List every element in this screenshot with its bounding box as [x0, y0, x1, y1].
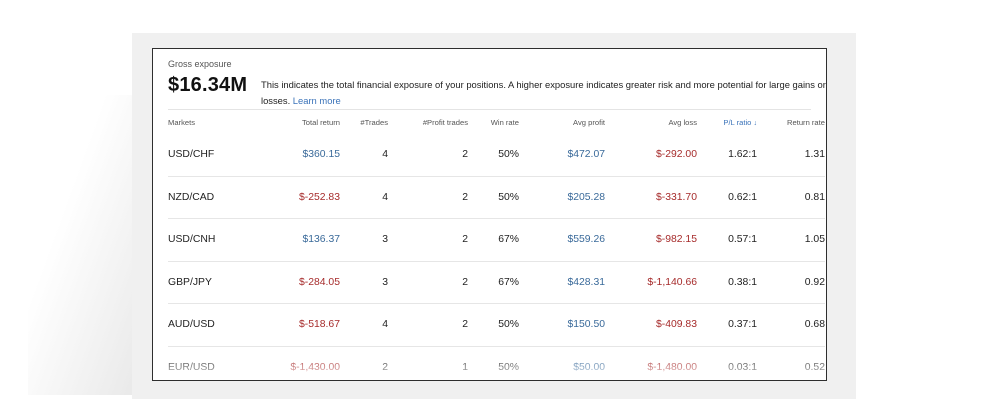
cell-win-rate: 50%	[468, 303, 519, 346]
cell-profit-trades: 2	[388, 303, 468, 346]
gross-exposure-label: Gross exposure	[168, 59, 232, 69]
column-header-win-rate[interactable]: Win rate	[490, 117, 519, 127]
cell-avg-profit: $428.31	[519, 260, 605, 304]
cell-avg-loss: $-409.83	[605, 303, 697, 346]
cell-market: NZD/CAD	[168, 175, 256, 219]
table-row[interactable]: NZD/CAD $-252.83 4 2 50% $205.28 $-331.7…	[168, 175, 825, 219]
cell-total-return: $-252.83	[256, 175, 340, 219]
cell-profit-trades: 2	[388, 260, 468, 304]
cell-pl-ratio: 1.62:1	[728, 149, 757, 161]
cell-return-rate: 0.52	[757, 345, 825, 380]
cell-trades: 4	[382, 149, 388, 161]
table-row[interactable]: AUD/USD $-518.67 4 2 50% $150.50 $-409.8…	[168, 303, 825, 346]
learn-more-link[interactable]: Learn more	[292, 95, 341, 106]
cell-market: AUD/USD	[168, 303, 256, 346]
cell-market: USD/CNH	[168, 218, 256, 261]
cell-trades: 3	[340, 260, 388, 304]
cell-win-rate: 50%	[468, 345, 519, 380]
cell-total-return: $-284.05	[256, 260, 340, 304]
cell-avg-profit: $205.28	[519, 175, 605, 219]
cell-total-return: $136.37	[256, 218, 340, 261]
cell-avg-loss: $-982.15	[605, 218, 697, 261]
cell-market: EUR/USD	[168, 345, 256, 380]
column-header-pl-ratio[interactable]: P/L ratio ↓	[697, 110, 757, 134]
cell-avg-profit: $559.26	[519, 218, 605, 261]
cell-return-rate: 1.05	[757, 218, 825, 261]
cell-trades: 4	[340, 303, 388, 346]
cell-return-rate: 0.81	[757, 175, 825, 219]
cell-avg-loss: $-1,140.66	[605, 260, 697, 304]
cell-pl-ratio: 0.38:1	[697, 260, 757, 304]
table-row[interactable]: USD/CHF $360.15 4 2 50% $472.07 $-292.00…	[168, 134, 825, 176]
cell-return-rate: 0.92	[757, 260, 825, 304]
cell-profit-trades: 2	[388, 175, 468, 219]
cell-pl-ratio: 0.57:1	[697, 218, 757, 261]
cell-pl-ratio: 0.62:1	[697, 175, 757, 219]
column-header-trades[interactable]: #Trades	[360, 117, 388, 127]
cell-pl-ratio: 0.37:1	[697, 303, 757, 346]
cell-total-return: $360.15	[302, 149, 340, 161]
cell-win-rate: 50%	[498, 149, 519, 161]
markets-table: Markets Total return #Trades #Profit tra…	[168, 110, 825, 380]
cell-avg-profit: $472.07	[567, 149, 605, 161]
cell-trades: 3	[340, 218, 388, 261]
cell-avg-profit: $50.00	[519, 345, 605, 380]
cell-avg-profit: $150.50	[519, 303, 605, 346]
divider	[168, 109, 811, 110]
column-header-return-rate[interactable]: Return rate	[787, 117, 825, 127]
table-row[interactable]: EUR/USD $-1,430.00 2 1 50% $50.00 $-1,48…	[168, 345, 825, 380]
description-text: This indicates the total financial expos…	[261, 79, 826, 106]
cell-total-return: $-1,430.00	[256, 345, 340, 380]
cell-win-rate: 67%	[468, 260, 519, 304]
cell-pl-ratio: 0.03:1	[697, 345, 757, 380]
cell-total-return: $-518.67	[256, 303, 340, 346]
cell-avg-loss: $-331.70	[605, 175, 697, 219]
cell-avg-loss: $-1,480.00	[605, 345, 697, 380]
exposure-panel: Gross exposure $16.34M This indicates th…	[152, 48, 827, 381]
table-row[interactable]: GBP/JPY $-284.05 3 2 67% $428.31 $-1,140…	[168, 260, 825, 304]
cell-return-rate: 1.31	[804, 149, 825, 161]
sort-desc-icon: ↓	[753, 119, 758, 127]
cell-profit-trades: 2	[388, 218, 468, 261]
cell-market: GBP/JPY	[168, 260, 256, 304]
cell-return-rate: 0.68	[757, 303, 825, 346]
cell-profit-trades: 2	[462, 149, 468, 161]
table-row[interactable]: USD/CNH $136.37 3 2 67% $559.26 $-982.15…	[168, 218, 825, 261]
exposure-summary: Gross exposure $16.34M This indicates th…	[168, 59, 826, 111]
column-header-profit-trades[interactable]: #Profit trades	[422, 117, 468, 127]
gross-exposure-description: This indicates the total financial expos…	[261, 77, 826, 109]
cell-market: USD/CHF	[168, 149, 215, 161]
pl-ratio-label: P/L ratio	[723, 117, 752, 127]
cell-trades: 2	[340, 345, 388, 380]
cell-avg-loss: $-292.00	[655, 149, 697, 161]
gross-exposure-value: $16.34M	[168, 74, 248, 96]
column-header-markets[interactable]: Markets	[168, 117, 196, 127]
column-header-total-return[interactable]: Total return	[302, 117, 340, 127]
cell-profit-trades: 1	[388, 345, 468, 380]
table-header-row: Markets Total return #Trades #Profit tra…	[168, 110, 825, 134]
column-header-avg-profit[interactable]: Avg profit	[573, 117, 605, 127]
cell-win-rate: 50%	[468, 175, 519, 219]
backdrop-shadow	[28, 95, 138, 395]
cell-trades: 4	[340, 175, 388, 219]
cell-win-rate: 67%	[468, 218, 519, 261]
column-header-avg-loss[interactable]: Avg loss	[668, 117, 697, 127]
